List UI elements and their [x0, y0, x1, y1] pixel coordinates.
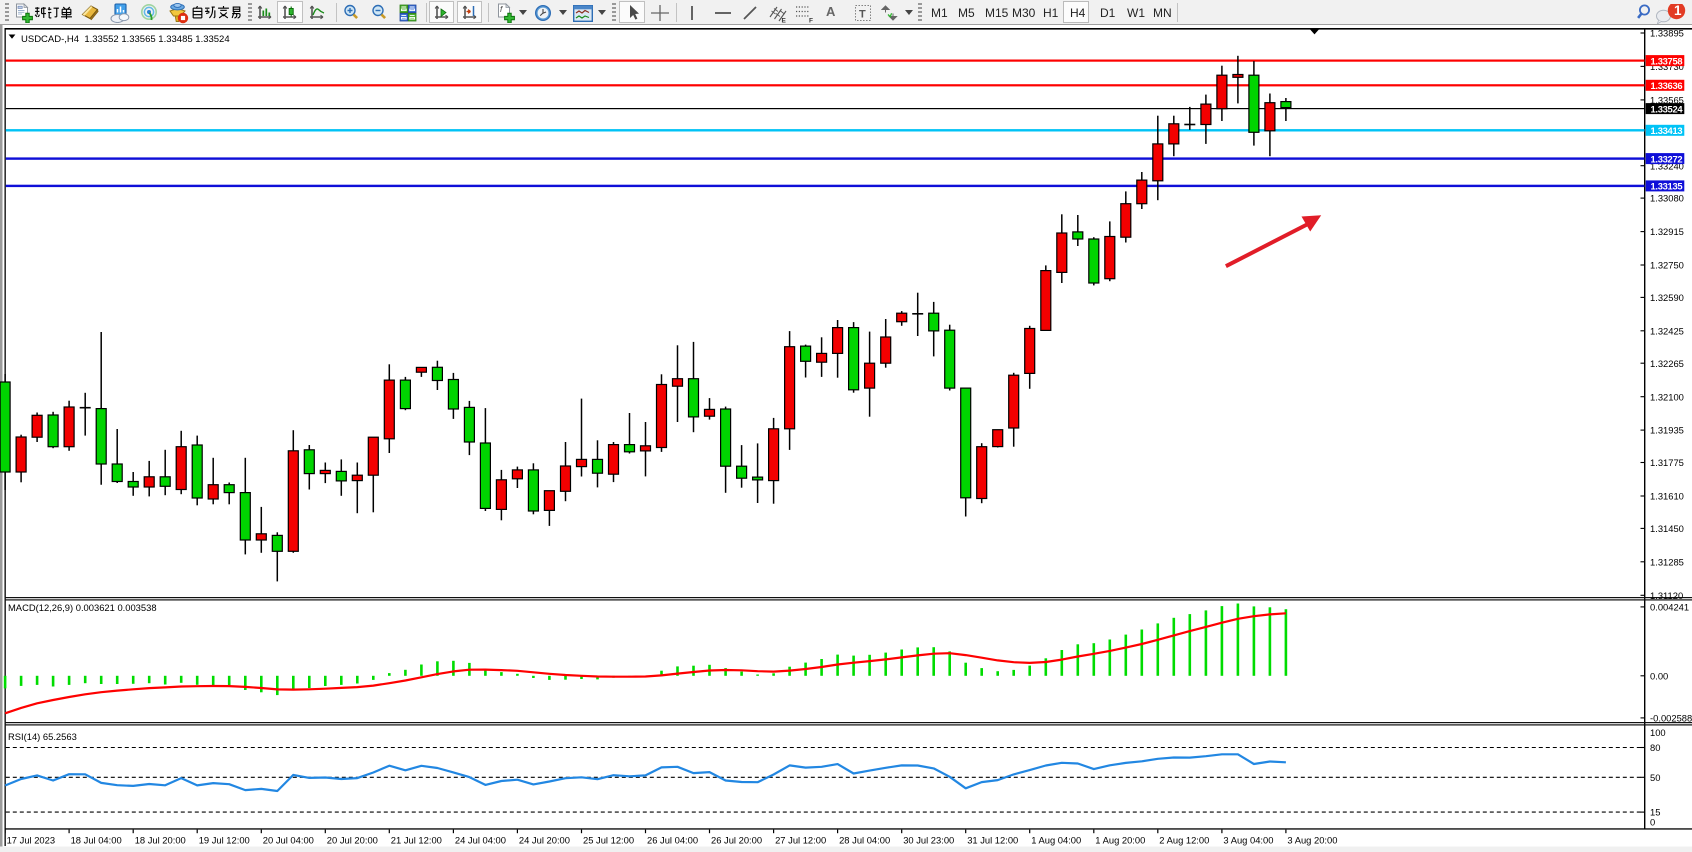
svg-text:28 Jul 04:00: 28 Jul 04:00: [839, 835, 890, 846]
svg-text:24 Jul 20:00: 24 Jul 20:00: [519, 835, 570, 846]
svg-text:1.33636: 1.33636: [1651, 80, 1683, 91]
svg-text:26 Jul 04:00: 26 Jul 04:00: [647, 835, 698, 846]
svg-text:18 Jul 04:00: 18 Jul 04:00: [71, 835, 122, 846]
svg-text:1.32915: 1.32915: [1650, 226, 1684, 237]
svg-text:1.31120: 1.31120: [1650, 590, 1683, 601]
svg-text:T: T: [859, 9, 866, 21]
svg-text:15: 15: [1650, 807, 1660, 818]
svg-text:F: F: [809, 18, 813, 24]
svg-text:1.33730: 1.33730: [1650, 61, 1684, 72]
svg-text:1.32265: 1.32265: [1650, 358, 1684, 369]
svg-text:1.33565: 1.33565: [1650, 95, 1684, 106]
svg-text:3 Aug 04:00: 3 Aug 04:00: [1223, 835, 1273, 846]
svg-text:24 Jul 04:00: 24 Jul 04:00: [455, 835, 506, 846]
svg-text:0.00: 0.00: [1650, 670, 1668, 681]
svg-text:17 Jul 2023: 17 Jul 2023: [7, 835, 55, 846]
svg-text:1.33240: 1.33240: [1650, 160, 1684, 171]
svg-text:1.31775: 1.31775: [1650, 457, 1684, 468]
svg-text:1.33758: 1.33758: [1651, 55, 1683, 66]
svg-text:1.32100: 1.32100: [1650, 391, 1684, 402]
svg-text:80: 80: [1650, 742, 1660, 753]
svg-text:100: 100: [1650, 727, 1666, 738]
svg-text:MACD(12,26,9) 0.003621 0.00353: MACD(12,26,9) 0.003621 0.003538: [8, 602, 157, 613]
svg-text:20 Jul 20:00: 20 Jul 20:00: [327, 835, 378, 846]
svg-text:1.33080: 1.33080: [1650, 193, 1684, 204]
svg-text:USDCAD-,H4 1.33552 1.33565 1.: USDCAD-,H4 1.33552 1.33565 1.33485 1.335…: [21, 34, 230, 45]
svg-text:1.33895: 1.33895: [1650, 28, 1684, 39]
svg-text:1.32425: 1.32425: [1650, 325, 1684, 336]
svg-text:30 Jul 23:00: 30 Jul 23:00: [903, 835, 954, 846]
svg-text:18 Jul 20:00: 18 Jul 20:00: [135, 835, 186, 846]
svg-text:25 Jul 12:00: 25 Jul 12:00: [583, 835, 634, 846]
svg-text:1.32750: 1.32750: [1650, 260, 1684, 271]
svg-text:1.31285: 1.31285: [1650, 556, 1684, 567]
svg-text:27 Jul 12:00: 27 Jul 12:00: [775, 835, 826, 846]
svg-text:50: 50: [1650, 772, 1660, 783]
svg-text:26 Jul 20:00: 26 Jul 20:00: [711, 835, 762, 846]
svg-text:21 Jul 12:00: 21 Jul 12:00: [391, 835, 442, 846]
svg-text:0.004241: 0.004241: [1650, 602, 1689, 613]
svg-text:1.33524: 1.33524: [1651, 103, 1684, 114]
svg-text:1.31450: 1.31450: [1650, 523, 1684, 534]
svg-text:1.33413: 1.33413: [1651, 125, 1683, 136]
svg-text:f: f: [500, 5, 503, 14]
svg-text:1.31935: 1.31935: [1650, 425, 1684, 436]
svg-text:1 Aug 20:00: 1 Aug 20:00: [1095, 835, 1145, 846]
svg-text:31 Jul 12:00: 31 Jul 12:00: [967, 835, 1018, 846]
svg-text:E: E: [782, 18, 787, 24]
svg-text:1: 1: [1674, 4, 1682, 18]
svg-text:1.31610: 1.31610: [1650, 491, 1684, 502]
svg-text:1.33272: 1.33272: [1651, 153, 1683, 164]
svg-text:19 Jul 12:00: 19 Jul 12:00: [199, 835, 250, 846]
svg-text:1.32590: 1.32590: [1650, 292, 1684, 303]
svg-text:0: 0: [1650, 817, 1655, 828]
svg-text:RSI(14) 65.2563: RSI(14) 65.2563: [8, 731, 77, 742]
svg-text:20 Jul 04:00: 20 Jul 04:00: [263, 835, 314, 846]
svg-text:2 Aug 12:00: 2 Aug 12:00: [1159, 835, 1209, 846]
svg-text:3 Aug 20:00: 3 Aug 20:00: [1287, 835, 1337, 846]
svg-text:1.33135: 1.33135: [1651, 181, 1683, 192]
svg-text:-0.002588: -0.002588: [1650, 713, 1692, 724]
svg-text:1 Aug 04:00: 1 Aug 04:00: [1031, 835, 1081, 846]
